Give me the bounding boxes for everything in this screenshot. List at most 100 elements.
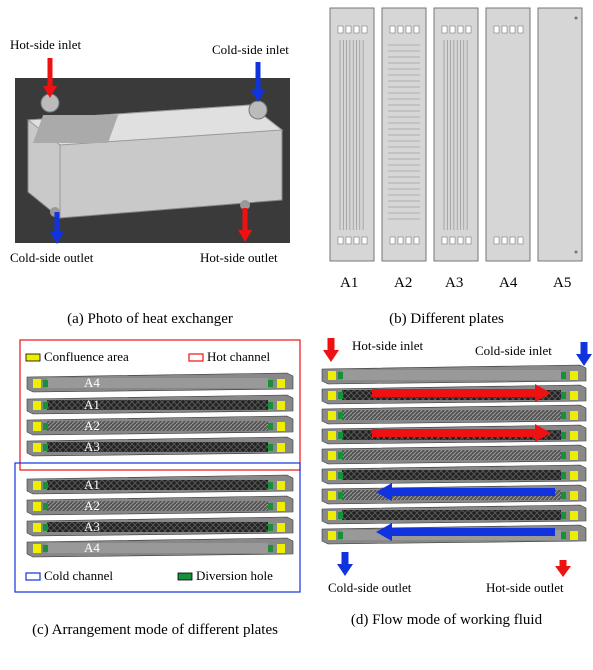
- plate-core: [47, 501, 268, 511]
- plate-label: A4: [84, 375, 100, 391]
- plate-core: [47, 442, 268, 452]
- plate-label: A1: [84, 397, 100, 413]
- diversion: [43, 503, 48, 510]
- port: [338, 26, 343, 33]
- diversion: [338, 412, 343, 419]
- confluence: [570, 511, 578, 520]
- figure: Hot-side inlet Cold-side inlet Cold-side…: [0, 0, 593, 670]
- diversion: [268, 423, 273, 430]
- confluence: [277, 401, 285, 410]
- diversion: [338, 512, 343, 519]
- diversion: [43, 545, 48, 552]
- label: Cold-side inlet: [475, 343, 552, 359]
- label: Cold-side inlet: [212, 42, 289, 58]
- confluence: [328, 491, 336, 500]
- port: [406, 237, 411, 244]
- confluence: [328, 411, 336, 420]
- confluence: [328, 511, 336, 520]
- confluence: [277, 379, 285, 388]
- confluence: [570, 451, 578, 460]
- diversion: [43, 380, 48, 387]
- confluence: [33, 544, 41, 553]
- diversion: [338, 452, 343, 459]
- label: Hot-side outlet: [200, 250, 278, 266]
- plate-core: [342, 510, 561, 520]
- plate-label: A1: [340, 275, 358, 292]
- confluence: [33, 523, 41, 532]
- confluence: [277, 502, 285, 511]
- plate-core: [47, 421, 268, 431]
- port: [362, 237, 367, 244]
- arrow: [555, 566, 571, 577]
- diversion: [561, 492, 566, 499]
- stack: [322, 338, 592, 577]
- plate-label: A4: [499, 275, 517, 292]
- legend-swatch: [178, 573, 192, 580]
- confluence: [570, 531, 578, 540]
- plate: [538, 8, 582, 261]
- legend-label: Diversion hole: [196, 568, 273, 584]
- plate-core: [47, 522, 268, 532]
- port: [442, 237, 447, 244]
- plate-core: [342, 410, 561, 420]
- diversion: [43, 423, 48, 430]
- diversion: [338, 392, 343, 399]
- diversion: [43, 482, 48, 489]
- confluence: [277, 443, 285, 452]
- plate-label: A2: [394, 275, 412, 292]
- port: [346, 26, 351, 33]
- confluence: [328, 531, 336, 540]
- caption: (a) Photo of heat exchanger: [0, 311, 300, 328]
- port: [494, 26, 499, 33]
- confluence: [328, 391, 336, 400]
- label: Hot-side inlet: [10, 37, 81, 53]
- arrow: [576, 354, 592, 366]
- diversion: [561, 432, 566, 439]
- legend-swatch: [26, 354, 40, 361]
- plate-core: [342, 470, 561, 480]
- diversion: [561, 472, 566, 479]
- plate: [486, 8, 530, 261]
- hole: [575, 17, 578, 20]
- arrow: [337, 564, 353, 576]
- port: [338, 237, 343, 244]
- diversion: [561, 392, 566, 399]
- plate-label: A2: [84, 418, 100, 434]
- port: [510, 237, 515, 244]
- port: [398, 237, 403, 244]
- confluence: [328, 371, 336, 380]
- diversion: [43, 524, 48, 531]
- plate-core: [47, 378, 268, 388]
- diversion: [43, 444, 48, 451]
- confluence: [328, 451, 336, 460]
- plate: [382, 8, 426, 261]
- plate-label: A2: [84, 498, 100, 514]
- diversion: [338, 432, 343, 439]
- diversion: [268, 524, 273, 531]
- confluence: [570, 411, 578, 420]
- diversion: [561, 512, 566, 519]
- port: [346, 237, 351, 244]
- port: [450, 26, 455, 33]
- plate-label: A5: [553, 275, 571, 292]
- confluence: [570, 371, 578, 380]
- port: [354, 26, 359, 33]
- port: [494, 237, 499, 244]
- caption: (b) Different plates: [300, 311, 593, 328]
- port: [406, 26, 411, 33]
- diversion: [268, 402, 273, 409]
- port: [466, 26, 471, 33]
- port: [510, 26, 515, 33]
- confluence: [277, 523, 285, 532]
- hole: [575, 251, 578, 254]
- port: [414, 26, 419, 33]
- plate-label: A4: [84, 540, 100, 556]
- confluence: [33, 481, 41, 490]
- diversion: [338, 492, 343, 499]
- label: Cold-side outlet: [328, 580, 411, 596]
- diversion: [561, 452, 566, 459]
- confluence: [328, 431, 336, 440]
- port: [502, 237, 507, 244]
- port: [502, 26, 507, 33]
- plate-core: [47, 543, 268, 553]
